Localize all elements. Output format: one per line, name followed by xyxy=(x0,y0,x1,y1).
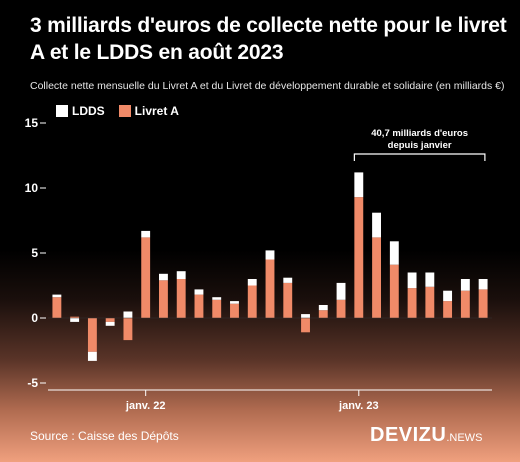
bar-ldds xyxy=(443,290,453,302)
bar-ldds xyxy=(372,212,381,238)
bar-ldds xyxy=(87,351,97,361)
bar-ldds xyxy=(407,272,417,289)
bar-livret-a xyxy=(283,282,293,318)
bar-livret-a xyxy=(105,318,115,322)
bar-ldds xyxy=(52,294,62,298)
bar-livret-a xyxy=(460,290,470,318)
bar-ldds xyxy=(283,277,293,283)
x-tick-label: janv. 23 xyxy=(338,400,379,412)
chart-subtitle: Collecte nette mensuelle du Livret A et … xyxy=(30,80,505,92)
bar-livret-a xyxy=(159,280,168,318)
source-note: Source : Caisse des Dépôts xyxy=(30,429,179,443)
bar-livret-a xyxy=(141,237,151,318)
bar-livret-a xyxy=(407,288,417,318)
chart-title: 3 milliards d'euros de collecte nette po… xyxy=(30,14,507,64)
bar-ldds xyxy=(159,273,168,281)
bar-ldds xyxy=(425,272,435,287)
bar-livret-a xyxy=(70,316,80,318)
bar-livret-a xyxy=(425,286,435,318)
legend-item-ldds: LDDS xyxy=(56,104,105,118)
bar-ldds xyxy=(212,297,222,300)
bar-ldds xyxy=(318,305,328,311)
annotation-bracket xyxy=(353,153,486,161)
bar-ldds xyxy=(194,289,204,295)
bar-livret-a xyxy=(194,294,204,318)
y-tick-label: 10 xyxy=(25,181,39,195)
bar-ldds xyxy=(230,301,239,304)
bar-ldds xyxy=(70,318,80,322)
bar-livret-a xyxy=(52,297,62,318)
logo-suffix: .NEWS xyxy=(446,432,483,444)
y-tick-label: -5 xyxy=(27,376,38,390)
y-tick-label: 5 xyxy=(31,246,38,260)
y-tick-label: 15 xyxy=(25,116,39,130)
legend-label-ldds: LDDS xyxy=(72,104,105,118)
bar-livret-a xyxy=(318,310,328,318)
bar-livret-a xyxy=(247,285,257,318)
bar-ldds xyxy=(141,230,151,238)
bar-livret-a xyxy=(336,299,346,318)
bar-livret-a xyxy=(443,301,453,318)
bar-ldds xyxy=(336,282,346,300)
bar-ldds xyxy=(176,271,186,279)
legend-swatch-ldds xyxy=(56,105,68,117)
legend-item-livret-a: Livret A xyxy=(118,104,179,118)
bar-ldds xyxy=(247,279,257,286)
legend-swatch-livret-a xyxy=(118,105,131,117)
bar-livret-a xyxy=(176,279,186,318)
bar-livret-a xyxy=(301,318,310,333)
legend: LDDS Livret A xyxy=(56,104,193,118)
bar-livret-a xyxy=(87,318,97,352)
bar-livret-a xyxy=(265,259,275,318)
bar-livret-a xyxy=(354,197,364,318)
bar-ldds xyxy=(105,321,115,326)
bar-ldds xyxy=(354,172,364,198)
bar-livret-a xyxy=(212,299,222,318)
bar-livret-a xyxy=(123,318,133,341)
bar-ldds xyxy=(301,314,310,318)
bar-livret-a xyxy=(389,264,399,318)
brand-logo: DEVIZU.NEWS xyxy=(370,424,482,447)
annotation-text-line1: 40,7 milliards d'euros xyxy=(371,128,468,139)
legend-label-livret-a: Livret A xyxy=(134,104,179,118)
bar-ldds xyxy=(123,311,133,318)
y-tick-label: 0 xyxy=(31,311,38,325)
bar-livret-a xyxy=(478,289,488,318)
annotation-text-line2: depuis janvier xyxy=(388,140,452,151)
bar-ldds xyxy=(478,279,488,290)
bar-ldds xyxy=(460,279,470,291)
bar-livret-a xyxy=(230,303,239,318)
logo-main: DEVIZU xyxy=(370,424,447,446)
bar-ldds xyxy=(265,250,275,260)
bar-ldds xyxy=(389,241,399,265)
x-tick-label: janv. 22 xyxy=(125,400,166,412)
bar-livret-a xyxy=(372,237,381,318)
